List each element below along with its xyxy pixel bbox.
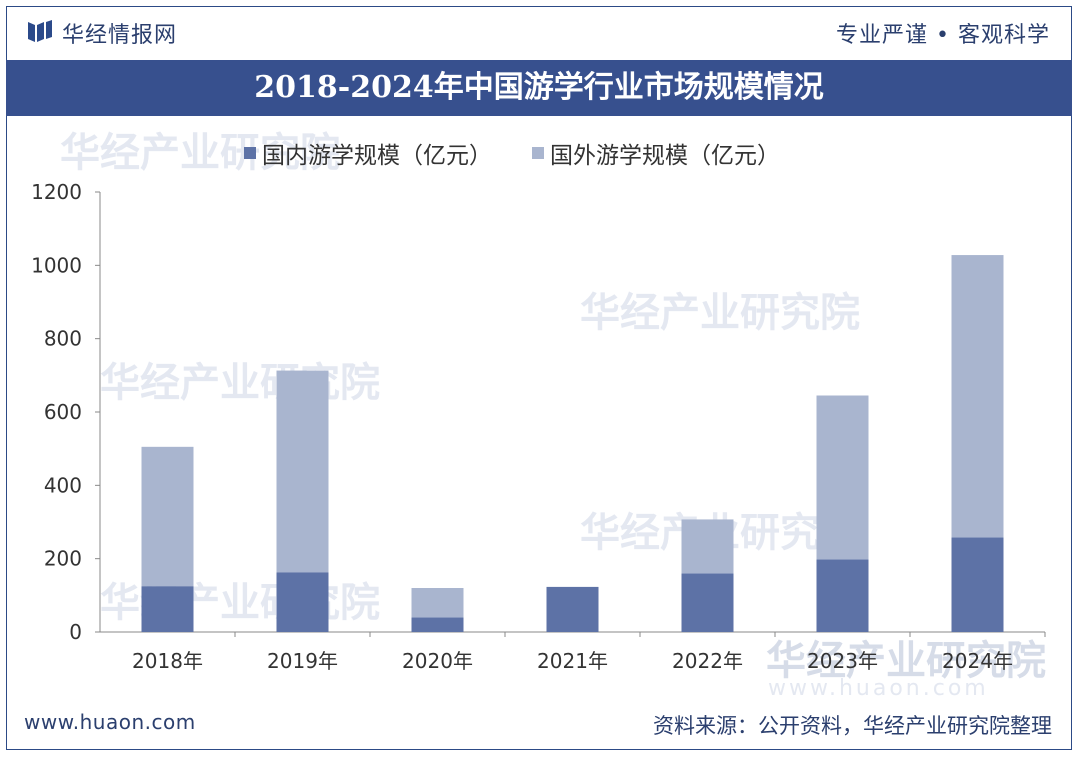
bar-foreign <box>951 255 1004 538</box>
x-tick-label: 2019年 <box>267 649 338 673</box>
chart-legend: 国内游学规模（亿元） 国外游学规模（亿元） <box>244 136 780 170</box>
footer-source: 资料来源：公开资料，华经产业研究院整理 <box>653 714 1052 738</box>
bar-domestic <box>681 573 734 632</box>
y-tick-label: 200 <box>44 547 82 571</box>
bar-domestic <box>276 572 329 632</box>
bar-domestic <box>816 559 869 632</box>
y-tick-label: 1000 <box>31 253 82 277</box>
chart-title: 2018-2024年中国游学行业市场规模情况 <box>254 70 824 105</box>
x-tick-label: 2020年 <box>402 649 473 673</box>
footer-website: www.huaon.com <box>24 710 196 734</box>
brand-logo-icon <box>28 20 52 42</box>
chart-frame <box>6 6 1072 750</box>
legend-item-foreign: 国外游学规模（亿元） <box>532 136 780 170</box>
x-tick-label: 2021年 <box>537 649 608 673</box>
y-tick-label: 400 <box>44 473 82 497</box>
y-tick-label: 600 <box>44 400 82 424</box>
bar-foreign <box>276 370 329 573</box>
legend-label-domestic: 国内游学规模（亿元） <box>262 143 492 169</box>
x-tick-label: 2023年 <box>807 649 878 673</box>
bar-foreign <box>141 446 194 587</box>
x-tick-label: 2024年 <box>942 649 1013 673</box>
y-tick-label: 800 <box>44 327 82 351</box>
brand-name: 华经情报网 <box>62 23 178 48</box>
x-tick-label: 2022年 <box>672 649 743 673</box>
slogan: 专业严谨 • 客观科学 <box>836 23 1050 48</box>
bar-domestic <box>141 586 194 632</box>
bar-domestic <box>411 617 464 632</box>
y-tick-label: 1200 <box>31 180 82 204</box>
bar-domestic <box>951 537 1004 632</box>
x-tick-label: 2018年 <box>132 649 203 673</box>
title-bar: 2018-2024年中国游学行业市场规模情况 <box>6 60 1072 116</box>
legend-item-domestic: 国内游学规模（亿元） <box>244 136 492 170</box>
bar-foreign <box>681 519 734 574</box>
legend-swatch-foreign <box>532 147 544 159</box>
legend-swatch-domestic <box>244 147 256 159</box>
bar-foreign <box>816 395 869 560</box>
y-tick-label: 0 <box>69 620 82 644</box>
bar-domestic <box>546 586 599 632</box>
header: 华经情报网 专业严谨 • 客观科学 <box>0 0 1080 60</box>
bar-foreign <box>411 588 464 618</box>
legend-label-foreign: 国外游学规模（亿元） <box>550 143 780 169</box>
